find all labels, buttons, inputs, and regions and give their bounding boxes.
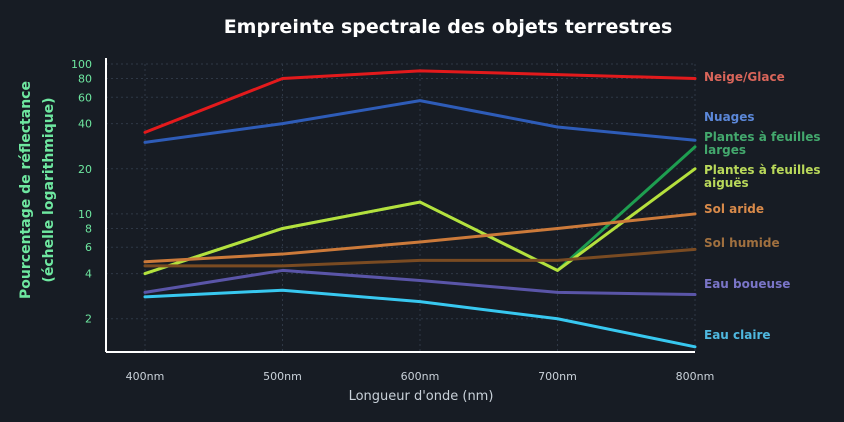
- series-label-line: Plantes à feuilles: [704, 130, 821, 144]
- series-label: Eau claire: [704, 328, 771, 342]
- y-axis-title: Pourcentage de réflectance (échelle logar…: [18, 81, 57, 299]
- series-line: [143, 247, 697, 268]
- x-axis-title: Longueur d'onde (nm): [349, 389, 494, 404]
- x-tick-label: 400nm: [126, 370, 165, 383]
- y-tick-label: 20: [78, 163, 92, 176]
- y-tick-label: 8: [85, 222, 92, 235]
- tick-labels: 2 4 6 810 20 40 60 80 100 400nm 500nm 600nm 700nm 800…: [71, 58, 714, 383]
- y-tick-label: 6: [85, 241, 92, 254]
- series-label: Plantes à feuilles larges: [704, 130, 821, 157]
- series-label: Eau boueuse: [704, 277, 790, 291]
- series-label-line: larges: [704, 143, 746, 157]
- series-label-line: Sol aride: [704, 202, 764, 216]
- x-tick-label: 800nm: [676, 370, 715, 383]
- series-label: Sol aride: [704, 202, 764, 216]
- x-tick-label: 700nm: [538, 370, 577, 383]
- y-axis-title-line1: Pourcentage de réflectance: [18, 81, 34, 299]
- y-tick-label: 80: [78, 73, 92, 86]
- series-line: [143, 288, 697, 349]
- series-label-line: Sol humide: [704, 236, 780, 250]
- series-line: [143, 212, 697, 264]
- grid: [106, 63, 696, 352]
- series-label: Neige/Glace: [704, 70, 785, 84]
- series-line: [143, 167, 697, 276]
- series-label-line: Neige/Glace: [704, 70, 785, 84]
- series-label-line: Nuages: [704, 110, 755, 124]
- y-tick-label: 60: [78, 91, 92, 104]
- x-tick-label: 500nm: [263, 370, 302, 383]
- series-line: [143, 268, 697, 297]
- series-label: Plantes à feuilles aiguës: [704, 163, 821, 190]
- series-label-line: Plantes à feuilles: [704, 163, 821, 177]
- series-label-line: Eau boueuse: [704, 277, 790, 291]
- series-lines: [143, 69, 697, 349]
- x-tick-label: 600nm: [401, 370, 440, 383]
- y-tick-label: 40: [78, 118, 92, 131]
- series-label: Sol humide: [704, 236, 780, 250]
- y-tick-label: 100: [71, 58, 92, 71]
- axes: [105, 58, 695, 353]
- y-tick-label: 2: [85, 313, 92, 326]
- chart-title: Empreinte spectrale des objets terrestre…: [224, 16, 673, 38]
- series-label-line: aiguës: [704, 176, 749, 190]
- y-tick-label: 4: [85, 268, 92, 281]
- y-tick-label: 10: [78, 208, 92, 221]
- series-label-line: Eau claire: [704, 328, 771, 342]
- series-line: [143, 99, 697, 144]
- y-axis-title-line2: (échelle logarithmique): [41, 97, 57, 282]
- series-line: [143, 69, 697, 134]
- series-label: Nuages: [704, 110, 755, 124]
